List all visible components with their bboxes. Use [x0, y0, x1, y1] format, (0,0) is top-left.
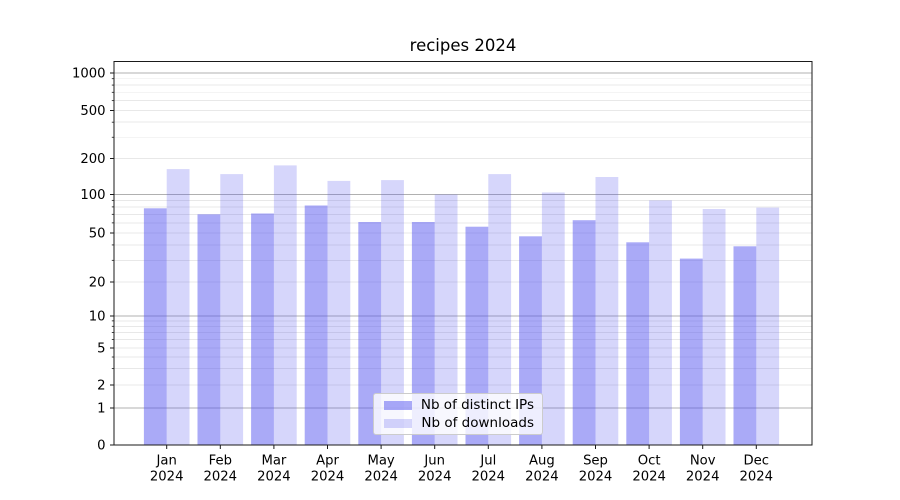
x-tick-label-year: 2024	[364, 470, 398, 485]
x-tick-label-year: 2024	[150, 470, 184, 485]
x-tick-label-month: Dec	[744, 454, 770, 469]
bar-dec-downloads	[756, 207, 780, 445]
x-tick-label-month: Sep	[583, 454, 608, 469]
bar-jun-ips	[411, 222, 435, 445]
bar-apr-ips	[304, 205, 328, 445]
legend: Nb of distinct IPs Nb of downloads	[373, 393, 543, 435]
y-tick-label: 20	[89, 276, 106, 291]
legend-label-downloads: Nb of downloads	[421, 415, 534, 431]
bar-jan-ips	[143, 208, 167, 445]
bar-aug-downloads	[541, 192, 565, 445]
bars-group	[143, 165, 780, 445]
bar-mar-ips	[251, 213, 274, 445]
x-tick-label-month: Nov	[690, 454, 716, 469]
y-tick-label: 200	[80, 152, 105, 167]
x-tick-label-year: 2024	[311, 470, 345, 485]
y-tick-label: 10	[89, 310, 106, 325]
x-tick-label-month: Aug	[529, 454, 555, 469]
y-axis: 0 1 2 5 10 20 50 100 200 500 1000	[72, 67, 114, 454]
x-tick-label-year: 2024	[632, 470, 666, 485]
legend-swatch-distinct-ips	[384, 400, 412, 410]
bar-feb-downloads	[220, 174, 244, 445]
bar-mar-downloads	[273, 165, 297, 445]
bar-jul-ips	[465, 226, 489, 445]
y-tick-label: 100	[80, 188, 105, 203]
legend-item-distinct-ips: Nb of distinct IPs	[384, 397, 534, 413]
x-tick-label-month: Jun	[423, 454, 445, 469]
y-tick-label: 5	[97, 342, 105, 357]
bar-nov-downloads	[702, 209, 726, 445]
y-tick-label: 1000	[72, 67, 106, 82]
x-tick-label-year: 2024	[472, 470, 506, 485]
legend-item-downloads: Nb of downloads	[384, 415, 534, 431]
x-tick-label-month: Jan	[156, 454, 177, 469]
x-tick-label-year: 2024	[257, 470, 291, 485]
x-tick-label-year: 2024	[740, 470, 774, 485]
y-tick-label: 0	[97, 439, 105, 454]
bar-dec-ips	[733, 246, 757, 445]
x-tick-label-year: 2024	[525, 470, 559, 485]
y-tick-label: 1	[97, 402, 105, 417]
bar-oct-downloads	[649, 200, 672, 445]
bar-sep-ips	[572, 220, 596, 445]
bar-aug-ips	[519, 236, 542, 445]
bar-jul-downloads	[488, 174, 512, 445]
x-axis: Jan2024Feb2024Mar2024Apr2024May2024Jun20…	[150, 445, 773, 485]
x-tick-label-month: Jul	[479, 454, 496, 469]
x-tick-label-year: 2024	[686, 470, 720, 485]
bar-oct-ips	[626, 242, 650, 445]
bar-apr-downloads	[327, 180, 351, 445]
y-tick-label: 2	[97, 379, 105, 394]
bar-feb-ips	[197, 214, 221, 445]
plot-frame	[113, 61, 813, 446]
y-tick-label: 50	[89, 227, 106, 242]
legend-label-distinct-ips: Nb of distinct IPs	[420, 397, 534, 413]
minor-gridlines	[114, 78, 812, 386]
legend-swatch-downloads	[384, 418, 412, 428]
x-tick-label-month: Apr	[316, 454, 339, 469]
series-downloads	[166, 165, 780, 445]
bar-jun-downloads	[434, 194, 458, 445]
chart-title: recipes 2024	[409, 36, 517, 55]
x-tick-label-month: May	[367, 454, 394, 469]
x-tick-label-month: Mar	[261, 454, 286, 469]
x-tick-label-month: Feb	[209, 454, 232, 469]
y-tick-label: 500	[80, 104, 105, 119]
series-distinct-ips	[143, 205, 757, 445]
bar-jan-downloads	[166, 169, 190, 445]
bar-nov-ips	[679, 258, 703, 445]
x-tick-label-year: 2024	[418, 470, 452, 485]
bar-may-downloads	[381, 180, 404, 445]
x-tick-label-year: 2024	[204, 470, 238, 485]
bar-sep-downloads	[595, 177, 619, 445]
bar-may-ips	[358, 222, 382, 445]
x-tick-label-year: 2024	[579, 470, 613, 485]
x-tick-label-month: Oct	[638, 454, 661, 469]
